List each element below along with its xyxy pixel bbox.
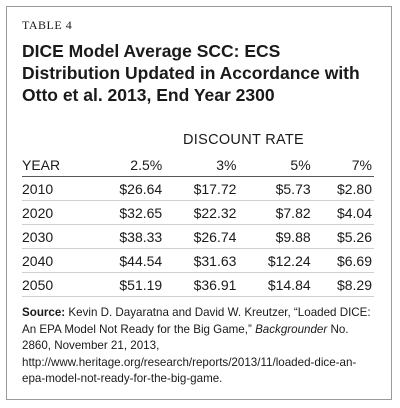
discount-rate-header: DISCOUNT RATE [183,132,304,148]
year-cell: 2010 [22,176,90,201]
table-label: TABLE 4 [22,18,73,32]
value-cell: $7.82 [238,200,313,225]
value-cell: $32.65 [90,200,165,225]
value-cell: $26.64 [90,176,165,201]
value-cell: $26.74 [164,224,239,249]
table-frame [6,6,392,400]
value-cell: $44.54 [90,248,165,273]
column-header-7-percent: 7% [312,153,374,177]
header-row: YEAR 2.5% 3% 5% 7% [22,153,374,177]
table-row: 2030 $38.33 $26.74 $9.88 $5.26 [22,224,374,249]
value-cell: $4.04 [312,200,374,225]
value-cell: $6.69 [312,248,374,273]
value-cell: $12.24 [238,248,313,273]
table-row: 2010 $26.64 $17.72 $5.73 $2.80 [22,176,374,201]
year-cell: 2050 [22,272,90,297]
value-cell: $5.73 [238,176,313,201]
year-cell: 2030 [22,224,90,249]
value-cell: $17.72 [164,176,239,201]
source-text-after: No. 2860, November 21, 2013, http://www.… [22,322,357,386]
year-cell: 2020 [22,200,90,225]
source-label: Source: [22,306,66,319]
value-cell: $2.80 [312,176,374,201]
table-row: 2050 $51.19 $36.91 $14.84 $8.29 [22,272,374,297]
column-header-5-percent: 5% [238,153,313,177]
value-cell: $31.63 [164,248,239,273]
column-header-2-5-percent: 2.5% [90,153,165,177]
value-cell: $9.88 [238,224,313,249]
value-cell: $36.91 [164,272,239,297]
table-title: DICE Model Average SCC: ECS Distribution… [22,41,360,105]
table-row: 2040 $44.54 $31.63 $12.24 $6.69 [22,248,374,273]
table-row: 2020 $32.65 $22.32 $7.82 $4.04 [22,200,374,225]
value-cell: $8.29 [312,272,374,297]
source-note: Source: Kevin D. Dayaratna and David W. … [22,305,378,388]
value-cell: $38.33 [90,224,165,249]
year-cell: 2040 [22,248,90,273]
value-cell: $22.32 [164,200,239,225]
column-header-3-percent: 3% [164,153,239,177]
column-header-year: YEAR [22,153,90,177]
scc-table: YEAR 2.5% 3% 5% 7% 2010 $26.64 $17.72 $5… [22,153,374,297]
value-cell: $14.84 [238,272,313,297]
value-cell: $51.19 [90,272,165,297]
source-publication: Backgrounder [255,322,328,336]
source-text-before: Kevin D. Dayaratna and David W. Kreutzer… [22,306,371,336]
value-cell: $5.26 [312,224,374,249]
